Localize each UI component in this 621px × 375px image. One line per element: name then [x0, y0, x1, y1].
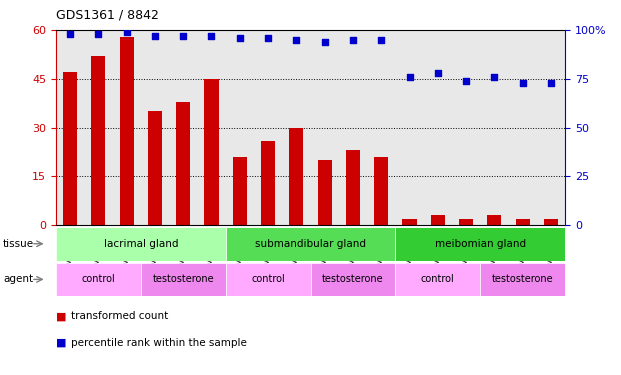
Point: [291, 37, 301, 43]
Text: control: control: [81, 274, 116, 284]
Bar: [63, 72, 77, 225]
Point: [263, 35, 273, 41]
Text: ■: ■: [56, 311, 66, 321]
FancyBboxPatch shape: [396, 227, 565, 261]
Point: [178, 33, 188, 39]
Point: [546, 80, 556, 86]
FancyBboxPatch shape: [480, 262, 565, 296]
FancyBboxPatch shape: [141, 262, 225, 296]
Point: [320, 39, 330, 45]
Text: testosterone: testosterone: [322, 274, 384, 284]
FancyBboxPatch shape: [225, 262, 310, 296]
Text: control: control: [251, 274, 285, 284]
Point: [150, 33, 160, 39]
FancyBboxPatch shape: [310, 262, 396, 296]
Point: [122, 29, 132, 35]
Bar: [204, 79, 219, 225]
Text: lacrimal gland: lacrimal gland: [104, 239, 178, 249]
Text: testosterone: testosterone: [492, 274, 553, 284]
Bar: [119, 36, 134, 225]
Text: meibomian gland: meibomian gland: [435, 239, 526, 249]
Text: GDS1361 / 8842: GDS1361 / 8842: [56, 9, 159, 22]
Text: control: control: [421, 274, 455, 284]
Text: agent: agent: [3, 274, 34, 284]
Point: [461, 78, 471, 84]
Bar: [544, 219, 558, 225]
Point: [348, 37, 358, 43]
Bar: [431, 215, 445, 225]
Text: ■: ■: [56, 338, 66, 348]
Bar: [289, 128, 304, 225]
Point: [207, 33, 217, 39]
Bar: [91, 56, 106, 225]
Bar: [459, 219, 473, 225]
Point: [235, 35, 245, 41]
Text: transformed count: transformed count: [71, 311, 169, 321]
Bar: [233, 157, 247, 225]
Text: testosterone: testosterone: [152, 274, 214, 284]
Text: percentile rank within the sample: percentile rank within the sample: [71, 338, 247, 348]
Bar: [374, 157, 388, 225]
Bar: [176, 102, 190, 225]
Bar: [317, 160, 332, 225]
Text: tissue: tissue: [3, 239, 34, 249]
Point: [93, 31, 103, 37]
FancyBboxPatch shape: [396, 262, 480, 296]
Point: [518, 80, 528, 86]
FancyBboxPatch shape: [56, 262, 141, 296]
Point: [404, 74, 414, 80]
Point: [433, 70, 443, 76]
Bar: [148, 111, 162, 225]
Point: [376, 37, 386, 43]
Bar: [515, 219, 530, 225]
FancyBboxPatch shape: [56, 227, 225, 261]
Bar: [402, 219, 417, 225]
Point: [65, 31, 75, 37]
Text: submandibular gland: submandibular gland: [255, 239, 366, 249]
FancyBboxPatch shape: [225, 227, 396, 261]
Bar: [487, 215, 502, 225]
Point: [489, 74, 499, 80]
Bar: [261, 141, 275, 225]
Bar: [346, 150, 360, 225]
